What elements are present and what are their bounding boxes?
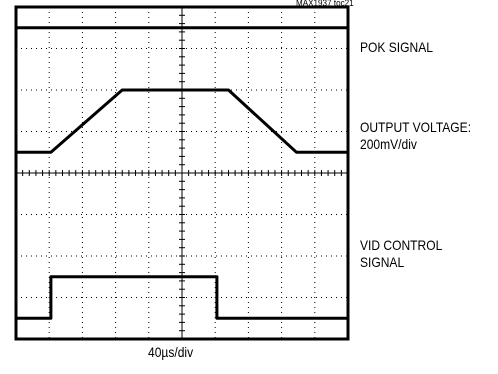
time-scale-label: 40µs/div [148,344,194,360]
grid [16,7,348,339]
trace-2 [16,88,348,154]
pok-signal-label: POK SIGNAL [360,39,433,55]
figure-id-label: MAX1937 toc21 [296,0,354,8]
scope-frame [14,5,350,341]
traces [16,26,348,320]
vid-control-label: VID CONTROL SIGNAL [360,237,443,270]
trace-3 [16,275,348,320]
output-voltage-label: OUTPUT VOLTAGE: 200mV/div [360,119,472,152]
